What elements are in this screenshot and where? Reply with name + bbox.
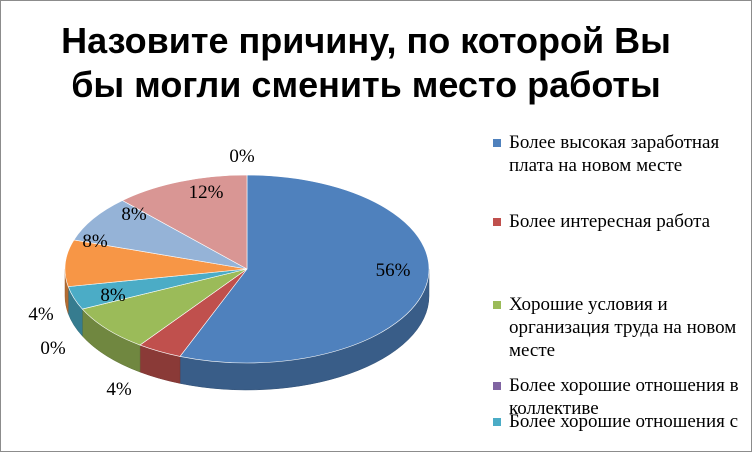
legend-swatch (493, 139, 501, 147)
slice-data-label: 8% (121, 204, 147, 225)
slice-data-label: 0% (40, 338, 66, 359)
legend-label: Более хорошие отношения в коллективе (509, 375, 739, 419)
pie-slice (64, 239, 248, 287)
pie-slice (121, 174, 248, 270)
legend: Более высокая заработная плата на новом … (481, 1, 751, 451)
legend-swatch (493, 218, 501, 226)
chart-title-line-2: бы могли сменить место работы (71, 64, 661, 105)
legend-label: Более высокая заработная плата на новом … (509, 132, 720, 176)
legend-label: Более интересная работа (509, 211, 711, 232)
legend-swatch (493, 301, 501, 309)
slice-data-label: 4% (106, 379, 132, 400)
legend-label: Более хорошие отношения с (509, 411, 739, 432)
slice-data-label: 0% (229, 146, 255, 167)
pie-top (64, 174, 430, 364)
legend-label: Хорошие условия и организация труда на н… (509, 294, 737, 361)
legend-swatch (493, 418, 501, 426)
slice-data-label: 56% (376, 260, 411, 281)
pie-slice (81, 268, 248, 346)
chart-title: Назовите причину, по которой Вы бы могли… (21, 19, 711, 107)
slice-data-label: 12% (189, 182, 224, 203)
slice-data-label: 8% (100, 285, 126, 306)
pie-labels: 56%4%8%0%4%8%8%12%0% (28, 146, 410, 400)
chart-title-line-1: Назовите причину, по которой Вы (61, 20, 671, 61)
slice-data-label: 4% (28, 304, 54, 325)
legend-swatch (493, 382, 501, 390)
pie-slice (73, 200, 248, 270)
slice-data-label: 8% (82, 231, 108, 252)
pie-slice (179, 174, 430, 364)
